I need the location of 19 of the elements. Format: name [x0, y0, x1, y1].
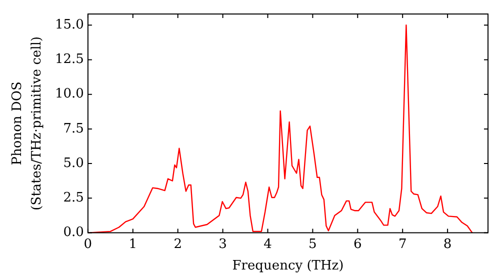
x-tick-label: 6 — [354, 236, 362, 252]
x-tick-label: 4 — [264, 236, 272, 252]
x-tick-label: 3 — [218, 236, 227, 252]
y-tick-label: 12.5 — [54, 52, 84, 68]
y-tick-label: 5.0 — [63, 156, 84, 171]
x-tick-label: 0 — [84, 236, 92, 252]
x-tick-label: 8 — [443, 236, 452, 252]
y-tick-label: 0.0 — [63, 225, 84, 240]
x-axis-title: Frequency (THz) — [232, 258, 344, 274]
text: Phonon DOS — [10, 82, 26, 166]
y-tick-label: 15.0 — [54, 17, 84, 32]
y-tick-label: 10.0 — [54, 86, 84, 102]
x-tick-label: 7 — [398, 236, 407, 252]
y-tick-label: 2.5 — [63, 190, 84, 206]
y-tick-label: 7.5 — [63, 121, 84, 136]
x-tick-label: 5 — [308, 236, 317, 252]
x-tick-label: 1 — [128, 236, 138, 252]
text: (States/THz·primitive cell) — [30, 36, 45, 210]
x-tick-label: 2 — [174, 236, 182, 252]
